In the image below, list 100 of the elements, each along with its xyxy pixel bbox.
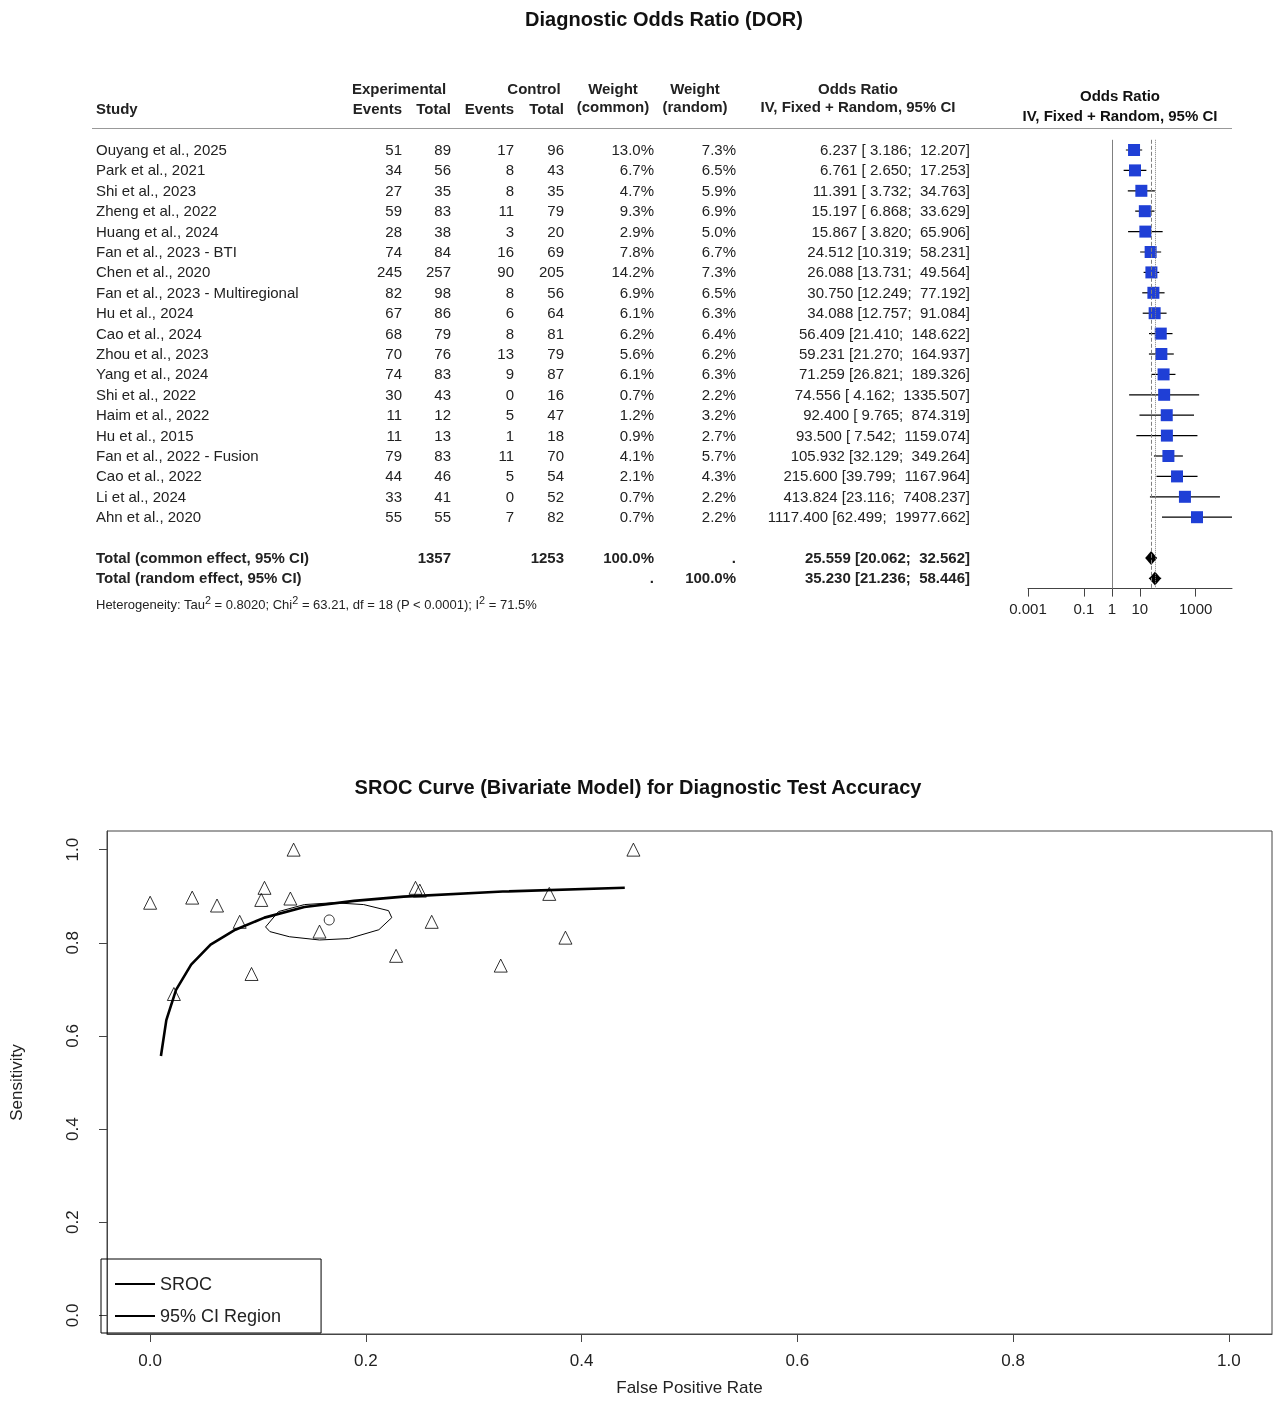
text: 2.2% (701, 487, 736, 505)
legend-label: 95% CI Region (160, 1306, 282, 1326)
category-label: Total (common effect, 95% CI) (96, 549, 310, 566)
text: 41 (434, 487, 451, 505)
text: 79 (547, 345, 564, 362)
chart-title: Odds Ratio IV, Fixed + Random, 95% CI (1022, 86, 1218, 124)
text: 5.7% (701, 447, 736, 464)
text: 0.7% (619, 385, 654, 403)
category-label: Total (416, 100, 451, 117)
text: 413.824 [23.116; 7408.237] (783, 487, 970, 505)
text: 82 (547, 508, 564, 526)
text: 79 (547, 202, 564, 220)
text: 98 (434, 283, 451, 301)
text: 35 (547, 181, 564, 199)
text: 64 (547, 304, 564, 322)
text: 5.9% (701, 181, 736, 199)
text: Experimental (350, 80, 448, 98)
y-tick-label: 0.0 (63, 1303, 82, 1328)
text: 6.237 [ 3.186; 12.207] (819, 141, 970, 158)
text: 6.7% (701, 243, 736, 260)
text: 24.512 [10.319; 58.231] (807, 243, 970, 260)
text: 13 (497, 345, 514, 362)
text: 5.0% (701, 222, 736, 240)
text: 15.867 [ 3.820; 65.906] (811, 222, 970, 240)
y-tick-label: 0.6 (63, 1024, 82, 1048)
text: 6.2% (619, 324, 654, 342)
text: 1253 (530, 549, 564, 566)
category-label: Shi et al., 2022 (96, 385, 197, 403)
text: 5.6% (619, 345, 654, 362)
text: 70 (547, 447, 564, 464)
text: 51 (385, 141, 402, 158)
text: 67 (385, 304, 402, 322)
text: 6.3% (701, 304, 736, 322)
category-label: Hu et al., 2015 (96, 426, 194, 444)
category-label: Events (351, 100, 402, 118)
text: 44 (385, 467, 402, 485)
text: 28 (385, 222, 402, 240)
text: 11 (386, 406, 402, 424)
text: 6.2% (701, 345, 736, 362)
text: 76 (434, 345, 451, 362)
text: 89 (434, 141, 451, 158)
text: 25.559 [20.062; 32.562] (804, 549, 970, 566)
text: 15.197 [ 6.868; 33.629] (811, 202, 970, 220)
text: 17 (497, 141, 514, 158)
text: 84 (434, 243, 451, 260)
text: 2.7% (701, 426, 736, 444)
category-label: Zhou et al., 2023 (96, 345, 209, 362)
text: 30.750 [12.249; 77.192] (807, 283, 970, 301)
text: 6.5% (701, 283, 736, 301)
text: 6.761 [ 2.650; 17.253] (819, 161, 970, 179)
text: 16 (497, 243, 514, 260)
category-label: Yang et al., 2024 (96, 365, 209, 383)
text: 6.3% (701, 365, 736, 383)
text: 74.556 [ 4.162; 1335.507] (794, 385, 970, 403)
x-tick-label: 0.8 (1001, 1351, 1025, 1370)
text: 13.0% (611, 141, 654, 158)
text: 54 (547, 467, 564, 485)
category-label: Shi et al., 2023 (96, 181, 197, 199)
chart-title: SROC Curve (Bivariate Model) for Diagnostic Test Accuracy (354, 776, 923, 798)
category-label: Fan et al., 2023 - Multiregional (96, 283, 299, 301)
text: 18 (547, 426, 564, 444)
text: 1357 (417, 549, 451, 566)
text: 35 (434, 181, 451, 199)
text: 205 (538, 263, 564, 281)
text: 1117.400 [62.499; 19977.662] (767, 508, 970, 526)
text: 7.8% (619, 243, 654, 260)
text: 1 (505, 426, 514, 444)
text: 0.9% (619, 426, 654, 444)
text: 6.7% (619, 161, 654, 179)
category-label: Total (529, 100, 564, 117)
text: 0.7% (619, 487, 654, 505)
text: 87 (547, 365, 564, 383)
category-label: Total (random effect, 95% CI) (96, 569, 302, 587)
category-label: Fan et al., 2023 - BTI (96, 243, 237, 260)
text: 0.7% (619, 508, 654, 526)
text: 34 (385, 161, 402, 179)
text: 74 (385, 243, 402, 260)
text: 55 (434, 508, 451, 526)
text: 35.230 [21.236; 58.446] (804, 569, 970, 587)
text: 83 (434, 365, 451, 383)
text: 74 (385, 365, 402, 383)
x-tick-label: 0.0 (138, 1351, 162, 1370)
text: 11 (498, 447, 514, 464)
text: 71.259 [26.821; 189.326] (799, 365, 970, 383)
text: 56 (434, 161, 451, 179)
y-tick-label: 0.2 (63, 1210, 82, 1235)
text: 38 (434, 222, 451, 240)
text: 30 (385, 385, 402, 403)
text: 70 (385, 345, 402, 362)
text: 52 (547, 487, 564, 505)
text: 1.2% (619, 406, 654, 424)
text: 2.1% (619, 467, 654, 485)
text: 20 (547, 222, 564, 240)
category-label: Park et al., 2021 (96, 161, 206, 179)
category-label: Zheng et al., 2022 (96, 202, 217, 220)
text: 215.600 [39.799; 1167.964] (783, 467, 970, 485)
text: 2.9% (619, 222, 654, 240)
category-label: Fan et al., 2022 - Fusion (96, 447, 259, 464)
text: 90 (497, 263, 514, 281)
text: 33 (385, 487, 402, 505)
